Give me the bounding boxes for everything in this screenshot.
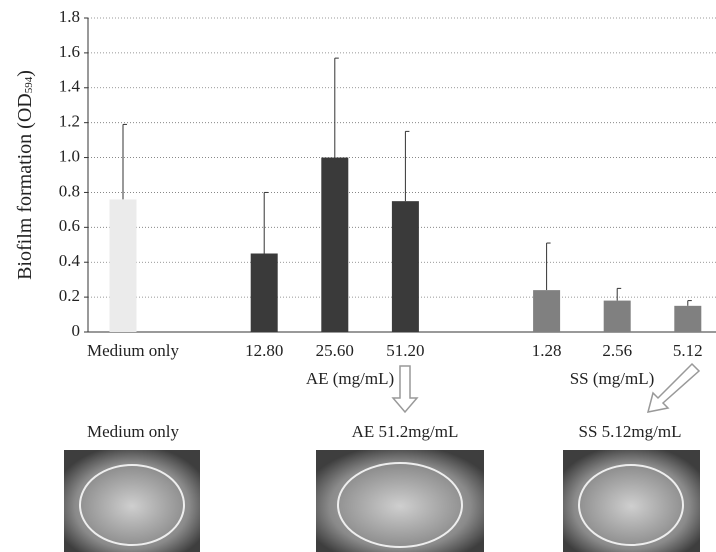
y-tick-label: 0.6 — [59, 216, 80, 235]
x-tick-label: 25.60 — [316, 341, 354, 360]
x-tick-label: 5.12 — [673, 341, 703, 360]
y-tick-label: 1.6 — [59, 42, 80, 61]
y-tick-label: 0.8 — [59, 181, 80, 200]
chart: Medium only AE 51.2mg/mL SS 5.12mg/mL AE… — [0, 0, 716, 552]
x-tick-label: Medium only — [87, 341, 180, 360]
bar — [110, 199, 137, 332]
y-label-sub: 594 — [23, 76, 35, 93]
bar — [533, 290, 560, 332]
y-tick-label: 1.0 — [59, 146, 80, 165]
arrow — [648, 364, 699, 412]
x-tick-label: 12.80 — [245, 341, 283, 360]
bar — [392, 201, 419, 332]
photo — [316, 450, 484, 552]
bar — [604, 301, 631, 332]
y-tick-label: 0.2 — [59, 286, 80, 305]
photos: Medium only AE 51.2mg/mL SS 5.12mg/mL — [64, 422, 700, 552]
y-tick-label: 1.8 — [59, 7, 80, 26]
bar — [321, 158, 348, 332]
photo-caption: AE 51.2mg/mL — [352, 422, 459, 441]
x-tick-label: 2.56 — [602, 341, 632, 360]
y-tick-label: 0 — [72, 321, 81, 340]
x-tick-label: 51.20 — [386, 341, 424, 360]
y-tick-label: 1.2 — [59, 112, 80, 131]
photo-caption: SS 5.12mg/mL — [579, 422, 682, 441]
bar — [674, 306, 701, 332]
y-label-text: Biofilm formation (OD — [14, 93, 36, 280]
y-label-text: ) — [14, 70, 36, 77]
y-axis-label: Biofilm formation (OD594) — [14, 70, 36, 280]
photo-caption: Medium only — [87, 422, 180, 441]
group-label: AE (mg/mL) — [306, 369, 394, 388]
arrow — [393, 366, 417, 412]
bar — [251, 254, 278, 333]
x-tick-label: 1.28 — [532, 341, 562, 360]
group-label: SS (mg/mL) — [570, 369, 655, 388]
y-tick-label: 1.4 — [59, 77, 81, 96]
y-tick-label: 0.4 — [59, 251, 81, 270]
